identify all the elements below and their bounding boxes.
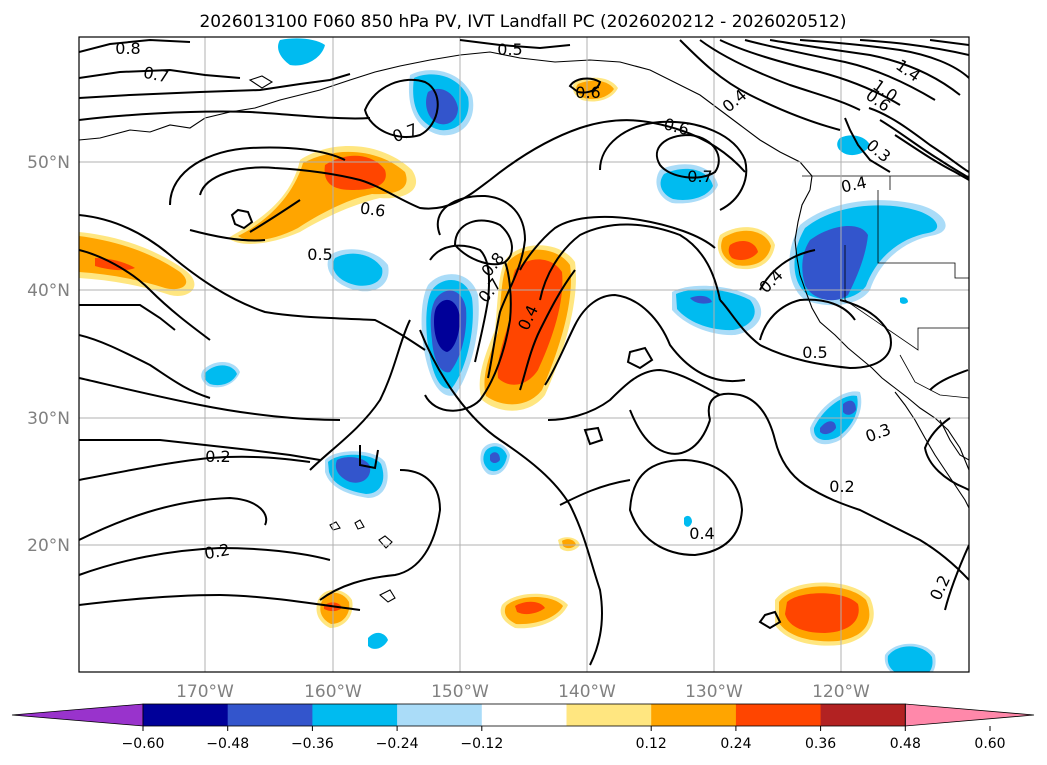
contour-label: 0.7 — [142, 63, 171, 87]
contour-label: 0.7 — [687, 167, 712, 186]
colorbar-tick-label: −0.48 — [206, 736, 249, 752]
lon-label-150w: 150°W — [431, 682, 489, 702]
contours — [79, 38, 969, 666]
colorbar-segment — [481, 704, 567, 726]
contour-line — [79, 38, 191, 53]
lon-label-170w: 170°W — [176, 682, 234, 702]
contour-label: 0.5 — [802, 343, 827, 362]
map-frame — [78, 36, 970, 673]
coastline-baja — [894, 391, 969, 509]
colorbar-tick-label: −0.36 — [291, 736, 334, 752]
lon-label-130w: 130°W — [685, 682, 743, 702]
borders — [802, 175, 969, 399]
contour-label: 0.5 — [307, 245, 332, 264]
map-area: 0.8 0.7 0.5 0.6 0.7 1.4 1.0 0.6 0.4 0.6 … — [79, 37, 969, 672]
colorbar: −0.60 −0.48 −0.36 −0.24 −0.12 0.12 0.24 0.36 0.4… — [11, 703, 1035, 752]
colorbar-tick-label: −0.12 — [460, 736, 503, 752]
grid — [79, 37, 969, 672]
shaded-anomalies — [79, 38, 946, 672]
contour-label: 0.2 — [205, 447, 230, 466]
contour-label: 0.5 — [497, 40, 522, 59]
contour-label: 0.6 — [359, 198, 387, 220]
lon-label-160w: 160°W — [304, 682, 362, 702]
contour-label: 0.4 — [839, 173, 868, 197]
colorbar-segment — [397, 704, 483, 726]
lon-axis: 170°W 160°W 150°W 140°W 130°W 120°W — [176, 682, 870, 702]
contour-label: 0.2 — [829, 477, 854, 496]
colorbar-segment — [735, 704, 822, 726]
colorbar-tick-label: −0.60 — [122, 736, 165, 752]
contour-label: 0.2 — [203, 540, 231, 563]
coastline-west-us — [794, 189, 969, 471]
coastlines — [79, 51, 969, 603]
lon-label-140w: 140°W — [558, 682, 616, 702]
lon-label-120w: 120°W — [812, 682, 870, 702]
colorbar-tick-label: 0.12 — [636, 736, 667, 752]
colorbar-extend-min — [11, 703, 144, 727]
contour-label: 0.8 — [115, 39, 140, 58]
lat-label-40n: 40°N — [27, 281, 70, 301]
colorbar-outline — [142, 703, 906, 727]
contour-label: 0.4 — [689, 524, 714, 543]
contour-line — [79, 68, 241, 79]
colorbar-tick-label: −0.24 — [376, 736, 419, 752]
colorbar-segment — [227, 704, 313, 726]
contour-line — [429, 244, 490, 363]
colorbar-segment — [312, 704, 398, 726]
colorbar-tick-label: 0.60 — [974, 736, 1005, 752]
lat-label-50n: 50°N — [27, 153, 70, 173]
colorbar-segment — [651, 704, 737, 726]
coastline-alaska — [79, 51, 813, 191]
lat-label-20n: 20°N — [27, 536, 70, 556]
colorbar-segment — [143, 704, 229, 726]
contour-label: 0.6 — [575, 83, 600, 102]
colorbar-tick-label: 0.24 — [720, 736, 751, 752]
lat-label-30n: 30°N — [27, 409, 70, 429]
colorbar-tick-label: 0.36 — [805, 736, 836, 752]
colorbar-extend-max — [904, 703, 1035, 727]
map-title: 2026013100 F060 850 hPa PV, IVT Landfall… — [199, 12, 846, 32]
colorbar-tick-label: 0.48 — [890, 736, 921, 752]
contour-line — [679, 39, 841, 131]
lat-axis: 50°N 40°N 30°N 20°N — [27, 153, 70, 556]
colorbar-segment — [820, 704, 906, 726]
colorbar-segment — [566, 704, 652, 726]
